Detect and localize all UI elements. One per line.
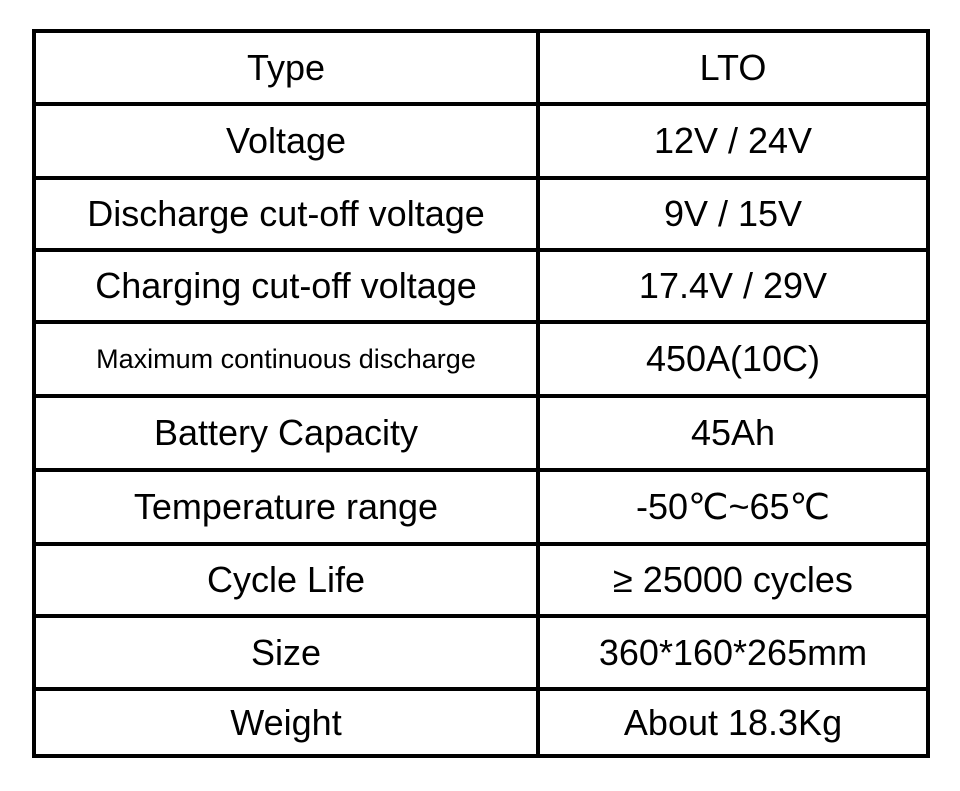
spec-value: 360*160*265mm xyxy=(536,614,930,691)
table-row: Discharge cut-off voltage 9V / 15V xyxy=(32,176,930,252)
spec-label: Maximum continuous discharge xyxy=(32,320,540,398)
spec-label: Charging cut-off voltage xyxy=(32,248,540,324)
spec-value: 12V / 24V xyxy=(536,102,930,180)
table-row: Charging cut-off voltage 17.4V / 29V xyxy=(32,248,930,324)
spec-label: Voltage xyxy=(32,102,540,180)
table-row: Weight About 18.3Kg xyxy=(32,687,930,758)
table-row: Type LTO xyxy=(32,29,930,106)
table-row: Battery Capacity 45Ah xyxy=(32,394,930,472)
spec-label: Size xyxy=(32,614,540,691)
spec-value: About 18.3Kg xyxy=(536,687,930,758)
spec-label: Discharge cut-off voltage xyxy=(32,176,540,252)
spec-label: Weight xyxy=(32,687,540,758)
table-row: Size 360*160*265mm xyxy=(32,614,930,691)
spec-value: ≥ 25000 cycles xyxy=(536,542,930,618)
spec-label: Type xyxy=(32,29,540,106)
table-row: Maximum continuous discharge 450A(10C) xyxy=(32,320,930,398)
spec-label: Cycle Life xyxy=(32,542,540,618)
spec-value: 450A(10C) xyxy=(536,320,930,398)
spec-value: LTO xyxy=(536,29,930,106)
spec-value: 45Ah xyxy=(536,394,930,472)
spec-table: Type LTO Voltage 12V / 24V Discharge cut-off… xyxy=(32,29,930,758)
table-row: Temperature range -50℃~65℃ xyxy=(32,468,930,546)
spec-value: 9V / 15V xyxy=(536,176,930,252)
spec-label: Battery Capacity xyxy=(32,394,540,472)
spec-value: -50℃~65℃ xyxy=(536,468,930,546)
table-row: Voltage 12V / 24V xyxy=(32,102,930,180)
spec-value: 17.4V / 29V xyxy=(536,248,930,324)
table-row: Cycle Life ≥ 25000 cycles xyxy=(32,542,930,618)
spec-label: Temperature range xyxy=(32,468,540,546)
